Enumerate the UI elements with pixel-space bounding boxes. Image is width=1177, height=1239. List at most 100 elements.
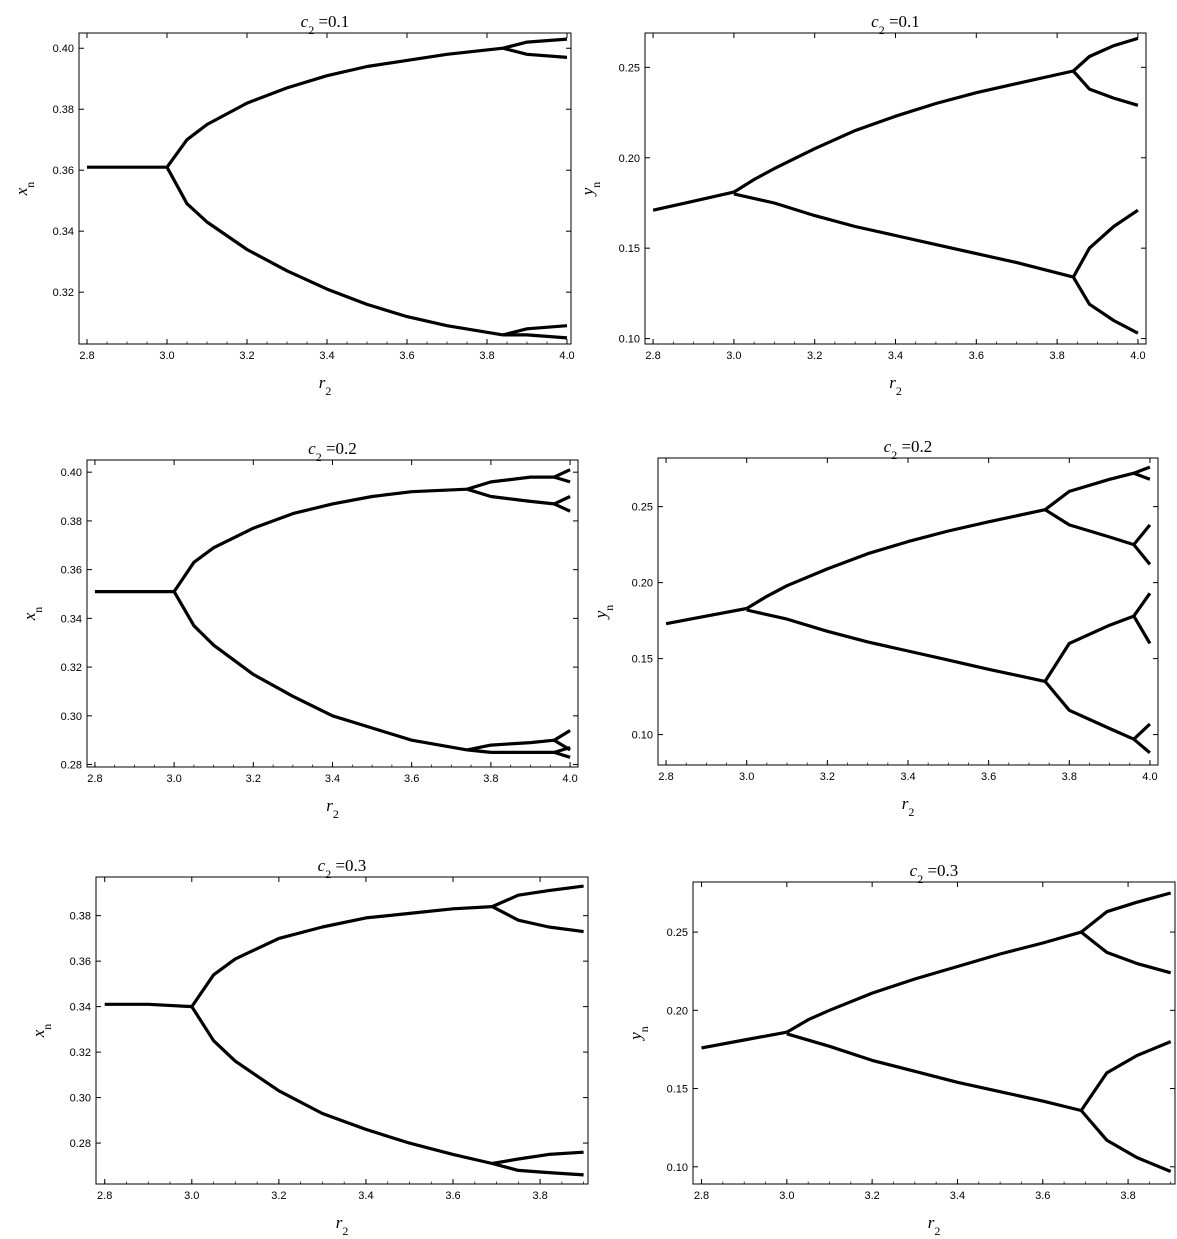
branch-7 bbox=[466, 487, 555, 506]
y-axis-label: yn bbox=[578, 182, 603, 198]
y-tick-label: 0.36 bbox=[53, 165, 74, 177]
branch-8 bbox=[553, 495, 571, 506]
branch-8 bbox=[1132, 523, 1152, 546]
branch-7 bbox=[1071, 276, 1139, 335]
x-tick-label: 3.4 bbox=[319, 350, 334, 362]
branch-9 bbox=[1132, 543, 1152, 566]
plot-frame bbox=[692, 881, 1176, 1185]
branch-6 bbox=[1133, 471, 1151, 481]
branch-5 bbox=[1072, 69, 1139, 107]
branch-6 bbox=[491, 1150, 584, 1166]
branch-5 bbox=[1133, 465, 1151, 475]
branch-11 bbox=[553, 729, 571, 742]
x-axis-label: r2 bbox=[902, 794, 915, 819]
y-axis-label: xn bbox=[29, 1024, 54, 1039]
branch-3 bbox=[746, 608, 1046, 683]
branch-10 bbox=[466, 738, 555, 752]
y-axis-label: xn bbox=[20, 607, 45, 622]
x-tick-label: 3.2 bbox=[865, 1190, 880, 1202]
x-tick-label: 3.6 bbox=[1035, 1190, 1050, 1202]
x-tick-label: 3.2 bbox=[271, 1190, 286, 1202]
y-tick-label: 0.15 bbox=[632, 654, 653, 666]
y-tick-label: 0.28 bbox=[61, 760, 82, 772]
x-tick-label: 3.0 bbox=[184, 1190, 199, 1202]
y-tick-label: 0.15 bbox=[667, 1084, 688, 1096]
x-tick-label: 4.0 bbox=[559, 350, 574, 362]
x-tick-label: 3.2 bbox=[239, 350, 254, 362]
branch-14 bbox=[1132, 722, 1151, 741]
y-tick-label: 0.20 bbox=[632, 578, 653, 590]
x-tick-label: 3.0 bbox=[166, 773, 181, 785]
plot-title: c2 =0.2 bbox=[308, 439, 357, 464]
y-tick-label: 0.30 bbox=[70, 1093, 91, 1105]
branch-2 bbox=[785, 930, 1082, 1034]
x-tick-label: 3.4 bbox=[358, 1190, 373, 1202]
branch-3 bbox=[172, 590, 468, 752]
y-tick-label: 0.40 bbox=[61, 467, 82, 479]
branch-7 bbox=[491, 1161, 584, 1177]
branch-4 bbox=[1072, 36, 1139, 73]
x-tick-label: 3.8 bbox=[483, 773, 498, 785]
x-tick-label: 2.8 bbox=[97, 1190, 112, 1202]
bifurcation-panel-1: 2.8 3.0 3.2 3.4 3.6 3.8 4.0 0.32 0.34 0.36 0.38 0.4… bbox=[12, 12, 575, 398]
y-tick-label: 0.20 bbox=[667, 1005, 688, 1017]
y-tick-label: 0.38 bbox=[61, 516, 82, 528]
x-axis-label: r2 bbox=[319, 373, 332, 398]
branch-6 bbox=[1079, 1040, 1172, 1112]
x-tick-label: 3.4 bbox=[888, 350, 903, 362]
x-tick-label: 3.0 bbox=[739, 771, 754, 783]
branch-15 bbox=[1132, 737, 1151, 755]
x-tick-label: 3.6 bbox=[399, 350, 414, 362]
plot-title: c2 =0.1 bbox=[871, 12, 920, 37]
x-tick-label: 3.2 bbox=[807, 350, 822, 362]
x-tick-label: 3.8 bbox=[479, 350, 494, 362]
y-tick-label: 0.32 bbox=[53, 287, 74, 299]
y-tick-label: 0.20 bbox=[619, 153, 640, 165]
branch-2 bbox=[745, 508, 1046, 610]
branch-13 bbox=[466, 748, 555, 754]
x-tick-label: 2.8 bbox=[645, 350, 660, 362]
plot-title: c2 =0.1 bbox=[301, 12, 350, 37]
y-tick-label: 0.34 bbox=[53, 226, 74, 238]
x-axis-label: r2 bbox=[928, 1213, 941, 1238]
branch-3 bbox=[190, 1005, 493, 1166]
branch-3 bbox=[733, 192, 1074, 279]
x-tick-label: 3.2 bbox=[820, 771, 835, 783]
y-tick-label: 0.10 bbox=[667, 1162, 688, 1174]
x-tick-label: 3.0 bbox=[726, 350, 741, 362]
branch-4 bbox=[1044, 471, 1135, 511]
branch-4 bbox=[502, 37, 568, 50]
branch-10 bbox=[1043, 614, 1135, 683]
x-tick-label: 3.0 bbox=[779, 1190, 794, 1202]
x-tick-label: 4.0 bbox=[562, 773, 577, 785]
x-tick-label: 3.0 bbox=[159, 350, 174, 362]
y-tick-label: 0.30 bbox=[61, 711, 82, 723]
x-tick-label: 3.8 bbox=[532, 1190, 547, 1202]
y-tick-label: 0.34 bbox=[61, 613, 82, 625]
y-tick-label: 0.28 bbox=[70, 1138, 91, 1150]
y-axis-label: yn bbox=[626, 1026, 651, 1042]
branch-5 bbox=[502, 46, 568, 59]
y-tick-label: 0.25 bbox=[619, 62, 640, 74]
y-tick-label: 0.10 bbox=[619, 334, 640, 346]
branch-6 bbox=[502, 324, 568, 337]
y-tick-label: 0.32 bbox=[70, 1047, 91, 1059]
plot-title: c2 =0.2 bbox=[884, 437, 933, 462]
y-tick-label: 0.32 bbox=[61, 662, 82, 674]
y-tick-label: 0.34 bbox=[70, 1002, 91, 1014]
plot-title: c2 =0.3 bbox=[910, 861, 959, 886]
x-axis-label: r2 bbox=[326, 796, 339, 821]
x-tick-label: 2.8 bbox=[694, 1190, 709, 1202]
x-tick-label: 3.4 bbox=[950, 1190, 965, 1202]
x-tick-label: 4.0 bbox=[1142, 771, 1157, 783]
x-tick-label: 3.8 bbox=[1062, 771, 1077, 783]
x-tick-label: 3.6 bbox=[445, 1190, 460, 1202]
branch-13 bbox=[1043, 680, 1135, 741]
branch-11 bbox=[1132, 592, 1152, 618]
y-tick-label: 0.38 bbox=[53, 104, 74, 116]
y-tick-label: 0.40 bbox=[53, 43, 74, 55]
branch-2 bbox=[165, 46, 504, 169]
x-tick-label: 4.0 bbox=[1130, 350, 1145, 362]
branch-4 bbox=[491, 884, 584, 909]
branch-3 bbox=[165, 166, 504, 337]
